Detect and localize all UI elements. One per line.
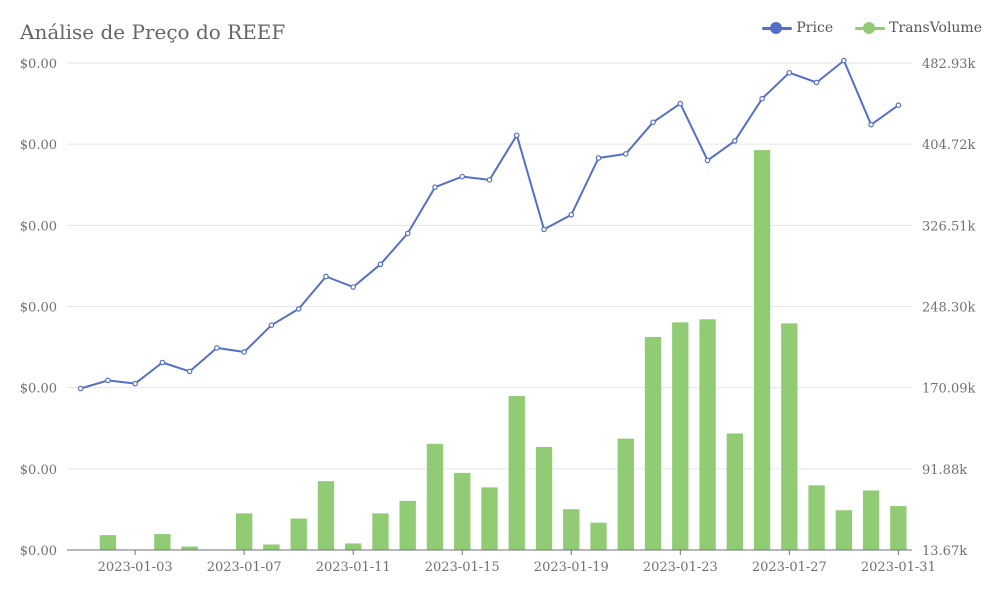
volume-bar <box>345 543 362 550</box>
legend-item-price[interactable]: Price <box>762 20 833 36</box>
legend-item-transvolume[interactable]: TransVolume <box>855 20 982 36</box>
price-point <box>813 79 820 86</box>
volume-bar <box>644 336 662 550</box>
price-point <box>541 226 547 233</box>
price-point <box>704 157 711 164</box>
axis-layer: $0.00 13.67k $0.00 91.88k $0.00 170.09k $0.00 2… <box>20 57 976 575</box>
volume-bar <box>808 485 825 550</box>
right-axis-tick-label: 326.51k <box>922 219 975 234</box>
price-point <box>432 184 438 190</box>
x-axis-tick-label: 2023-01-07 <box>207 560 282 575</box>
volume-bar <box>181 546 198 550</box>
volume-bar <box>372 513 389 550</box>
volume-bar <box>263 544 280 550</box>
volume-bar <box>317 481 335 550</box>
legend-label-transvolume: TransVolume <box>889 20 982 36</box>
volume-bar <box>781 323 798 550</box>
price-point <box>568 211 575 218</box>
volume-bar <box>290 518 307 550</box>
legend-swatch-transvolume <box>855 21 886 35</box>
price-point <box>132 380 138 387</box>
price-point <box>513 132 520 139</box>
chart-title: Análise de Preço do REEF <box>20 20 286 44</box>
volume-bar <box>672 322 689 550</box>
volume-bar <box>890 506 907 550</box>
volume-bar <box>862 490 880 550</box>
volume-bar <box>590 522 607 550</box>
volume-bar <box>535 446 553 550</box>
volume-bar <box>563 509 580 550</box>
left-axis-tick-label: $0.00 <box>20 544 57 559</box>
volume-bar <box>835 510 853 550</box>
volume-bar <box>508 396 525 550</box>
price-point <box>241 349 247 355</box>
price-point <box>459 173 466 180</box>
price-point <box>159 359 166 366</box>
volume-bar <box>426 443 444 550</box>
volume-bar <box>617 438 634 550</box>
right-axis-tick-label: 91.88k <box>922 463 967 478</box>
price-point <box>404 230 411 237</box>
price-point <box>268 322 275 328</box>
x-axis-tick-label: 2023-01-03 <box>98 560 173 575</box>
volume-bar <box>99 535 117 550</box>
left-axis-tick-label: $0.00 <box>20 463 57 478</box>
right-axis-tick-label: 13.67k <box>922 544 967 559</box>
price-point <box>732 138 738 144</box>
volume-bar <box>753 150 771 550</box>
line-layer <box>77 57 902 392</box>
price-point <box>77 385 84 392</box>
legend-swatch-price <box>762 21 793 35</box>
price-point <box>786 69 793 76</box>
x-axis-tick-label: 2023-01-23 <box>643 560 718 575</box>
left-axis-tick-label: $0.00 <box>20 382 57 397</box>
x-axis-tick-label: 2023-01-31 <box>861 560 936 575</box>
right-axis-tick-label: 170.09k <box>922 382 975 397</box>
x-axis-tick-label: 2023-01-19 <box>534 560 609 575</box>
legend: Price TransVolume <box>762 20 982 36</box>
price-point <box>377 261 384 268</box>
price-point <box>186 368 193 375</box>
price-point <box>868 121 874 128</box>
x-axis-tick-label: 2023-01-27 <box>752 560 827 575</box>
price-point <box>595 155 602 161</box>
left-axis-tick-label: $0.00 <box>20 138 57 153</box>
price-point <box>323 273 329 280</box>
volume-bar <box>236 513 253 550</box>
volume-bar <box>454 472 471 550</box>
price-line <box>80 59 899 390</box>
bar-layer <box>99 150 907 550</box>
price-point <box>650 119 656 126</box>
x-axis-tick-label: 2023-01-15 <box>425 560 500 575</box>
right-axis-tick-label: 248.30k <box>922 301 975 316</box>
price-point <box>295 306 302 312</box>
price-point <box>622 151 629 157</box>
price-point <box>759 95 765 102</box>
price-point <box>105 377 111 384</box>
price-point <box>895 102 902 109</box>
price-point <box>677 100 684 107</box>
volume-bar <box>481 487 498 550</box>
left-axis-tick-label: $0.00 <box>20 57 57 72</box>
legend-label-price: Price <box>796 20 834 36</box>
volume-bar <box>726 433 743 550</box>
x-axis-tick-label: 2023-01-11 <box>316 560 391 575</box>
grid-layer <box>67 62 912 470</box>
price-point <box>214 345 220 351</box>
volume-bar <box>399 500 416 550</box>
right-axis-tick-label: 482.93k <box>922 57 975 72</box>
price-point <box>350 284 357 290</box>
left-axis-tick-label: $0.00 <box>20 219 57 234</box>
volume-bar <box>699 319 716 550</box>
price-point <box>486 177 493 183</box>
volume-bar <box>154 534 171 550</box>
price-point <box>841 57 847 64</box>
left-axis-tick-label: $0.00 <box>20 301 57 316</box>
right-axis-tick-label: 404.72k <box>922 138 975 153</box>
